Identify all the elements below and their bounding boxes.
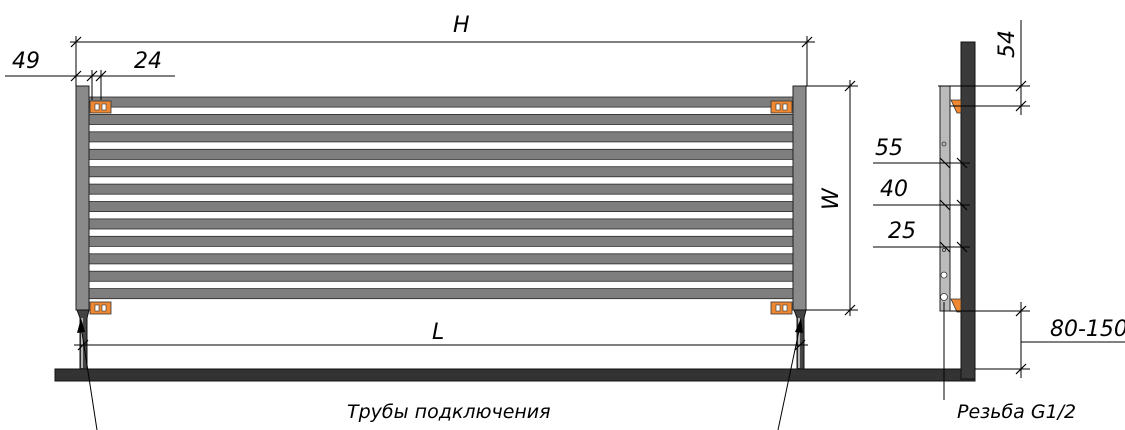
dimension-55-label: 55 <box>875 136 903 161</box>
right-post <box>792 85 807 311</box>
radiator-bar <box>88 148 794 160</box>
bracket-bottom-left <box>89 301 112 315</box>
radiator-bar <box>88 270 794 282</box>
dimension-80-150: 80-150 <box>950 302 1125 378</box>
dimension-55-40-25: 55 40 25 <box>873 136 970 253</box>
callout-connection-pipes: Трубы подключения <box>77 318 803 430</box>
bracket-bottom-right <box>770 301 793 315</box>
radiator-bar <box>88 166 794 178</box>
left-post <box>75 85 90 311</box>
dimension-25-label: 25 <box>888 219 916 244</box>
radiator-bar <box>88 235 794 247</box>
dimension-40-label: 40 <box>880 177 908 202</box>
callout-thread: Резьба G1/2 <box>957 401 1076 423</box>
radiator-bar <box>88 253 794 265</box>
dimension-H: H <box>70 13 815 86</box>
dimension-W: W <box>806 80 858 316</box>
radiator-bar <box>88 96 794 108</box>
dimension-L: L <box>74 320 808 351</box>
bracket-top-right <box>770 100 793 114</box>
dimension-L-label: L <box>432 320 444 345</box>
dimension-24-label: 24 <box>134 49 162 74</box>
side-view <box>939 85 962 400</box>
radiator-bar <box>88 288 794 300</box>
dimension-H-label: H <box>453 13 470 38</box>
floor <box>54 368 976 382</box>
dimension-49-24: 49 24 <box>5 49 175 100</box>
dimension-49-label: 49 <box>12 49 40 74</box>
connection-pipe-right <box>793 309 807 370</box>
bracket-top-left <box>89 100 112 114</box>
radiator-bars <box>88 96 794 300</box>
radiator-bar <box>88 218 794 230</box>
radiator-bar <box>88 183 794 195</box>
radiator-bar <box>88 114 794 125</box>
label-connection-pipes: Трубы подключения <box>347 401 551 423</box>
label-thread: Резьба G1/2 <box>957 401 1076 423</box>
dimension-54: 54 <box>938 20 1030 115</box>
radiator-bar <box>88 201 794 213</box>
radiator-bar <box>88 131 794 143</box>
wall <box>960 41 976 380</box>
dimension-W-label: W <box>819 187 844 210</box>
dimension-80-150-label: 80-150 <box>1050 317 1125 342</box>
dimension-54-label: 54 <box>995 30 1020 58</box>
